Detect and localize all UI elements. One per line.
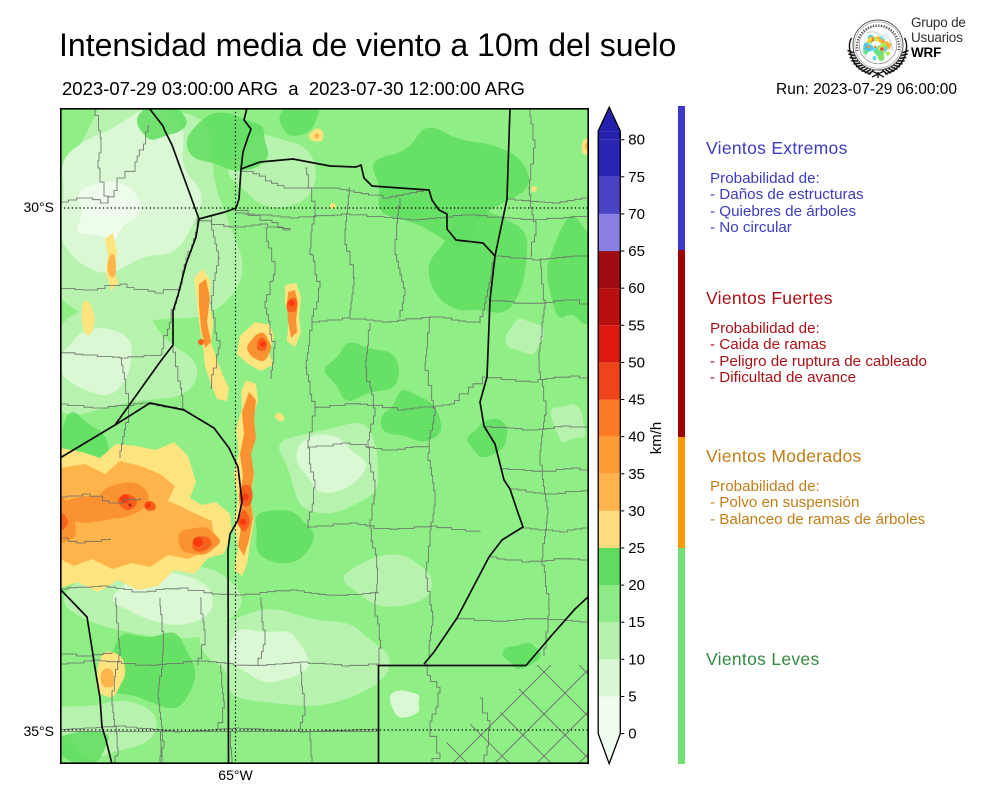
svg-text:30: 30 xyxy=(628,503,645,520)
svg-text:15: 15 xyxy=(628,614,645,631)
svg-text:35: 35 xyxy=(628,466,645,483)
svg-text:65: 65 xyxy=(628,243,645,260)
svg-text:60: 60 xyxy=(628,280,645,297)
svg-text:km/h: km/h xyxy=(648,422,665,455)
svg-text:70: 70 xyxy=(628,206,645,223)
svg-text:50: 50 xyxy=(628,354,645,371)
svg-text:20: 20 xyxy=(628,577,645,594)
svg-text:75: 75 xyxy=(628,169,645,186)
svg-text:55: 55 xyxy=(628,317,645,334)
svg-text:10: 10 xyxy=(628,651,645,668)
svg-text:5: 5 xyxy=(628,688,636,705)
svg-text:40: 40 xyxy=(628,429,645,446)
svg-text:25: 25 xyxy=(628,540,645,557)
svg-text:45: 45 xyxy=(628,392,645,409)
svg-text:0: 0 xyxy=(628,726,636,743)
svg-text:80: 80 xyxy=(628,132,645,149)
